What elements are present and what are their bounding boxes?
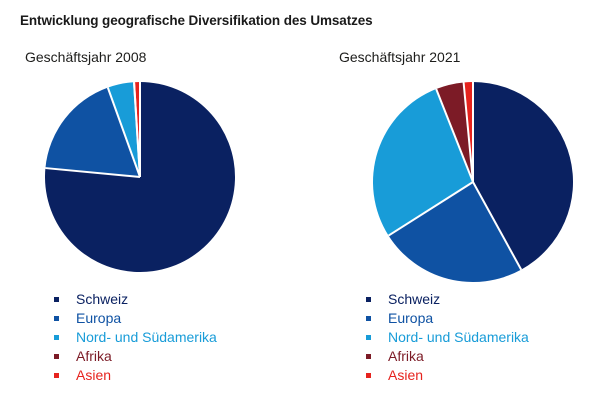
pie-slice-europa: [388, 182, 522, 282]
legend-label: Europa: [388, 310, 434, 326]
slice-separator: [45, 167, 141, 178]
slice-separator: [472, 181, 523, 271]
legend-item-schweiz: Schweiz: [366, 290, 529, 309]
legend-bullet-icon: [54, 315, 59, 321]
legend-bullet-icon: [366, 315, 371, 321]
legend-label: Nord- und Südamerika: [76, 329, 217, 345]
pie-chart-title-2008: Geschäftsjahr 2008: [25, 49, 147, 65]
legend-2021: Schweiz Europa Nord- und Südamerika Afrika A…: [366, 290, 529, 385]
pie-slice-nord-und-suedamerika: [373, 89, 473, 236]
legend-item-europa: Europa: [54, 309, 217, 328]
legend-bullet-icon: [54, 353, 59, 359]
pie-slice-europa: [45, 87, 140, 177]
legend-label: Europa: [76, 310, 122, 326]
legend-bullet-icon: [366, 353, 371, 359]
pie-slice-schweiz: [45, 82, 235, 272]
legend-bullet-icon: [366, 296, 371, 302]
legend-bullet-icon: [366, 372, 371, 378]
slice-separator: [388, 181, 474, 237]
pie-chart-2008: [45, 82, 235, 272]
pie-chart-title-2021: Geschäftsjahr 2021: [339, 49, 461, 65]
legend-item-nord-und-suedamerika: Nord- und Südamerika: [54, 328, 217, 347]
legend-label: Afrika: [388, 348, 424, 364]
legend-item-asien: Asien: [366, 366, 529, 385]
legend-label: Schweiz: [76, 291, 129, 307]
slice-separator: [462, 82, 474, 183]
page-title: Entwicklung geografische Diversifikation…: [20, 13, 373, 28]
legend-item-asien: Asien: [54, 366, 217, 385]
slice-separator: [106, 87, 141, 178]
legend-item-afrika: Afrika: [366, 347, 529, 366]
legend-item-afrika: Afrika: [54, 347, 217, 366]
slice-separator: [435, 88, 474, 183]
legend-bullet-icon: [366, 334, 371, 340]
pie-chart-2021: [373, 82, 573, 282]
legend-label: Asien: [76, 367, 112, 383]
legend-item-schweiz: Schweiz: [54, 290, 217, 309]
legend-bullet-icon: [54, 296, 59, 302]
legend-bullet-icon: [54, 334, 59, 340]
legend-bullet-icon: [54, 372, 59, 378]
legend-label: Nord- und Südamerika: [388, 329, 529, 345]
legend-item-nord-und-suedamerika: Nord- und Südamerika: [366, 328, 529, 347]
legend-2008: Schweiz Europa Nord- und Südamerika Afrika A…: [54, 290, 217, 385]
pie-slice-schweiz: [473, 82, 573, 270]
legend-item-europa: Europa: [366, 309, 529, 328]
legend-label: Afrika: [76, 348, 112, 364]
legend-label: Asien: [388, 367, 424, 383]
legend-label: Schweiz: [388, 291, 441, 307]
